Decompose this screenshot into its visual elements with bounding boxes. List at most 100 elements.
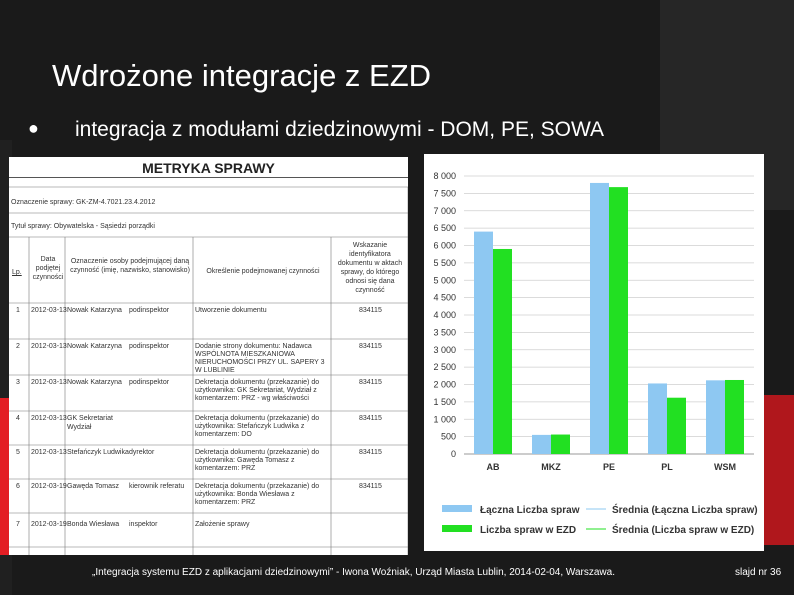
- y-tick-label: 4 500: [433, 293, 456, 303]
- bar-wsm-series-1: [706, 380, 725, 454]
- row-date: 2012-03-13: [31, 379, 67, 386]
- red-accent-right: [764, 395, 794, 545]
- y-tick-label: 3 500: [433, 327, 456, 337]
- row-number: 7: [16, 521, 20, 528]
- row-role: podinspektor: [129, 379, 170, 386]
- legend-swatch: [442, 525, 472, 532]
- y-tick-label: 0: [451, 449, 456, 459]
- x-tick-label: WSM: [714, 462, 736, 472]
- legend-label: Średnia (Łączna Liczba spraw): [612, 503, 758, 516]
- x-tick-label: AB: [487, 462, 500, 472]
- row-number: 3: [16, 379, 20, 386]
- case-metadata-document: METRYKA SPRAWY Oznaczenie sprawy: GK-ZM-…: [9, 157, 408, 555]
- x-tick-label: MKZ: [541, 462, 561, 472]
- row-person: GK Sekretariat: [67, 415, 113, 422]
- bar-pe-series-1: [590, 182, 609, 454]
- header-document-id: Wskazanie identyfikatora dokumentu w akt…: [337, 242, 403, 294]
- chart-canvas: 0 500 1 000 1 500 2 000 2 500 3 000 3 500 4 000 4…: [433, 171, 758, 536]
- bar-pl-series-2: [667, 397, 686, 454]
- y-tick-label: 5 000: [433, 275, 456, 285]
- row-document-id: 834115: [359, 379, 382, 386]
- row-action: Dekretacja dokumentu (przekazanie) do uż…: [195, 415, 320, 438]
- y-tick-label: 6 500: [433, 223, 456, 233]
- row-role: dyrektor: [129, 449, 155, 456]
- bar-pl-series-1: [648, 383, 667, 454]
- bar-chart: 0 500 1 000 1 500 2 000 2 500 3 000 3 500 4 000 4…: [424, 154, 764, 551]
- row-action: Dekretacja dokumentu (przekazanie) do uż…: [195, 379, 320, 402]
- document-title-rule: [9, 177, 408, 178]
- row-date: 2012-03-19: [31, 483, 67, 490]
- bar-mkz-series-1: [532, 434, 551, 454]
- header-date: Data podjętej czynności: [32, 256, 64, 281]
- row-number: 4: [16, 415, 20, 422]
- y-tick-label: 2 000: [433, 380, 456, 390]
- legend-label: Średnia (Liczba spraw w EZD): [612, 523, 754, 536]
- y-tick-label: 6 000: [433, 241, 456, 251]
- document-table-grid: [9, 186, 408, 555]
- legend-label: Łączna Liczba spraw: [480, 505, 580, 516]
- row-person: Nowak Katarzyna: [67, 379, 122, 386]
- row-action: Dodanie strony dokumentu: Nadawca WSPÓLN…: [195, 343, 325, 374]
- row-document-id: 834115: [359, 449, 382, 456]
- row-document-id: 834115: [359, 483, 382, 490]
- header-lp: Lp.: [12, 269, 22, 276]
- row-person: Gawęda Tomasz: [67, 483, 120, 490]
- row-number: 6: [16, 483, 20, 490]
- bar-ab-series-2: [493, 248, 512, 454]
- row-action: Założenie sprawy: [195, 521, 250, 528]
- y-tick-label: 1 000: [433, 414, 456, 424]
- y-tick-label: 7 000: [433, 206, 456, 216]
- row-role: Wydział: [67, 424, 92, 431]
- y-tick-label: 5 500: [433, 258, 456, 268]
- slide-number: slajd nr 36: [735, 567, 782, 578]
- document-title: METRYKA SPRAWY: [142, 160, 275, 176]
- row-date: 2012-03-13: [31, 415, 67, 422]
- bullet-text: integracja z modułami dziedzinowymi - DO…: [75, 118, 605, 141]
- legend-label: Liczba spraw w EZD: [480, 525, 576, 536]
- header-person: Oznaczenie osoby podejmującej daną czynn…: [70, 258, 190, 274]
- header-action: Określenie podejmowanej czynności: [206, 268, 320, 275]
- row-action: Utworzenie dokumentu: [195, 307, 267, 314]
- row-role: podinspektor: [129, 307, 170, 314]
- row-document-id: 834115: [359, 307, 382, 314]
- case-number-label: Oznaczenie sprawy: GK-ZM-4.7021.23.4.201…: [11, 199, 156, 206]
- row-action: Dekretacja dokumentu (przekazanie) do uż…: [195, 449, 320, 472]
- slide-footer: „Integracja systemu EZD z aplikacjami dz…: [92, 567, 615, 578]
- y-tick-label: 7 500: [433, 188, 456, 198]
- red-accent-left: [0, 398, 9, 555]
- y-tick-label: 500: [441, 432, 456, 442]
- y-tick-label: 3 000: [433, 345, 456, 355]
- bar-wsm-series-2: [725, 379, 744, 454]
- row-date: 2012-03-13: [31, 307, 67, 314]
- x-tick-label: PE: [603, 462, 615, 472]
- legend-swatch: [442, 505, 472, 512]
- bullet-dot-icon: ●: [28, 118, 39, 138]
- y-tick-label: 1 500: [433, 397, 456, 407]
- row-person: Nowak Katarzyna: [67, 343, 122, 350]
- row-number: 1: [16, 307, 20, 314]
- bar-ab-series-1: [474, 231, 493, 454]
- row-person: Nowak Katarzyna: [67, 307, 122, 314]
- row-number: 2: [16, 343, 20, 350]
- row-person: Bonda Wiesława: [67, 521, 120, 528]
- row-number: 5: [16, 449, 20, 456]
- x-tick-label: PL: [661, 462, 673, 472]
- row-role: inspektor: [129, 521, 158, 528]
- row-date: 2012-03-13: [31, 449, 67, 456]
- y-tick-label: 8 000: [433, 171, 456, 181]
- bullet-item: ● integracja z modułami dziedzinowymi - D…: [28, 118, 604, 142]
- row-document-id: 834115: [359, 343, 382, 350]
- y-tick-label: 4 000: [433, 310, 456, 320]
- y-tick-label: 2 500: [433, 362, 456, 372]
- row-date: 2012-03-19: [31, 521, 67, 528]
- row-role: podinspektor: [129, 343, 170, 350]
- row-date: 2012-03-13: [31, 343, 67, 350]
- row-role: kierownik referatu: [129, 483, 185, 490]
- bar-pe-series-2: [609, 187, 628, 454]
- case-subject-label: Tytuł sprawy: Obywatelska - Sąsiedzi por…: [11, 223, 155, 230]
- row-document-id: 834115: [359, 415, 382, 422]
- row-person: Stefańczyk Ludwika: [67, 449, 129, 456]
- slide-title: Wdrożone integracje z EZD: [52, 58, 432, 93]
- row-action: Dekretacja dokumentu (przekazanie) do uż…: [195, 483, 320, 506]
- bar-mkz-series-2: [551, 434, 570, 454]
